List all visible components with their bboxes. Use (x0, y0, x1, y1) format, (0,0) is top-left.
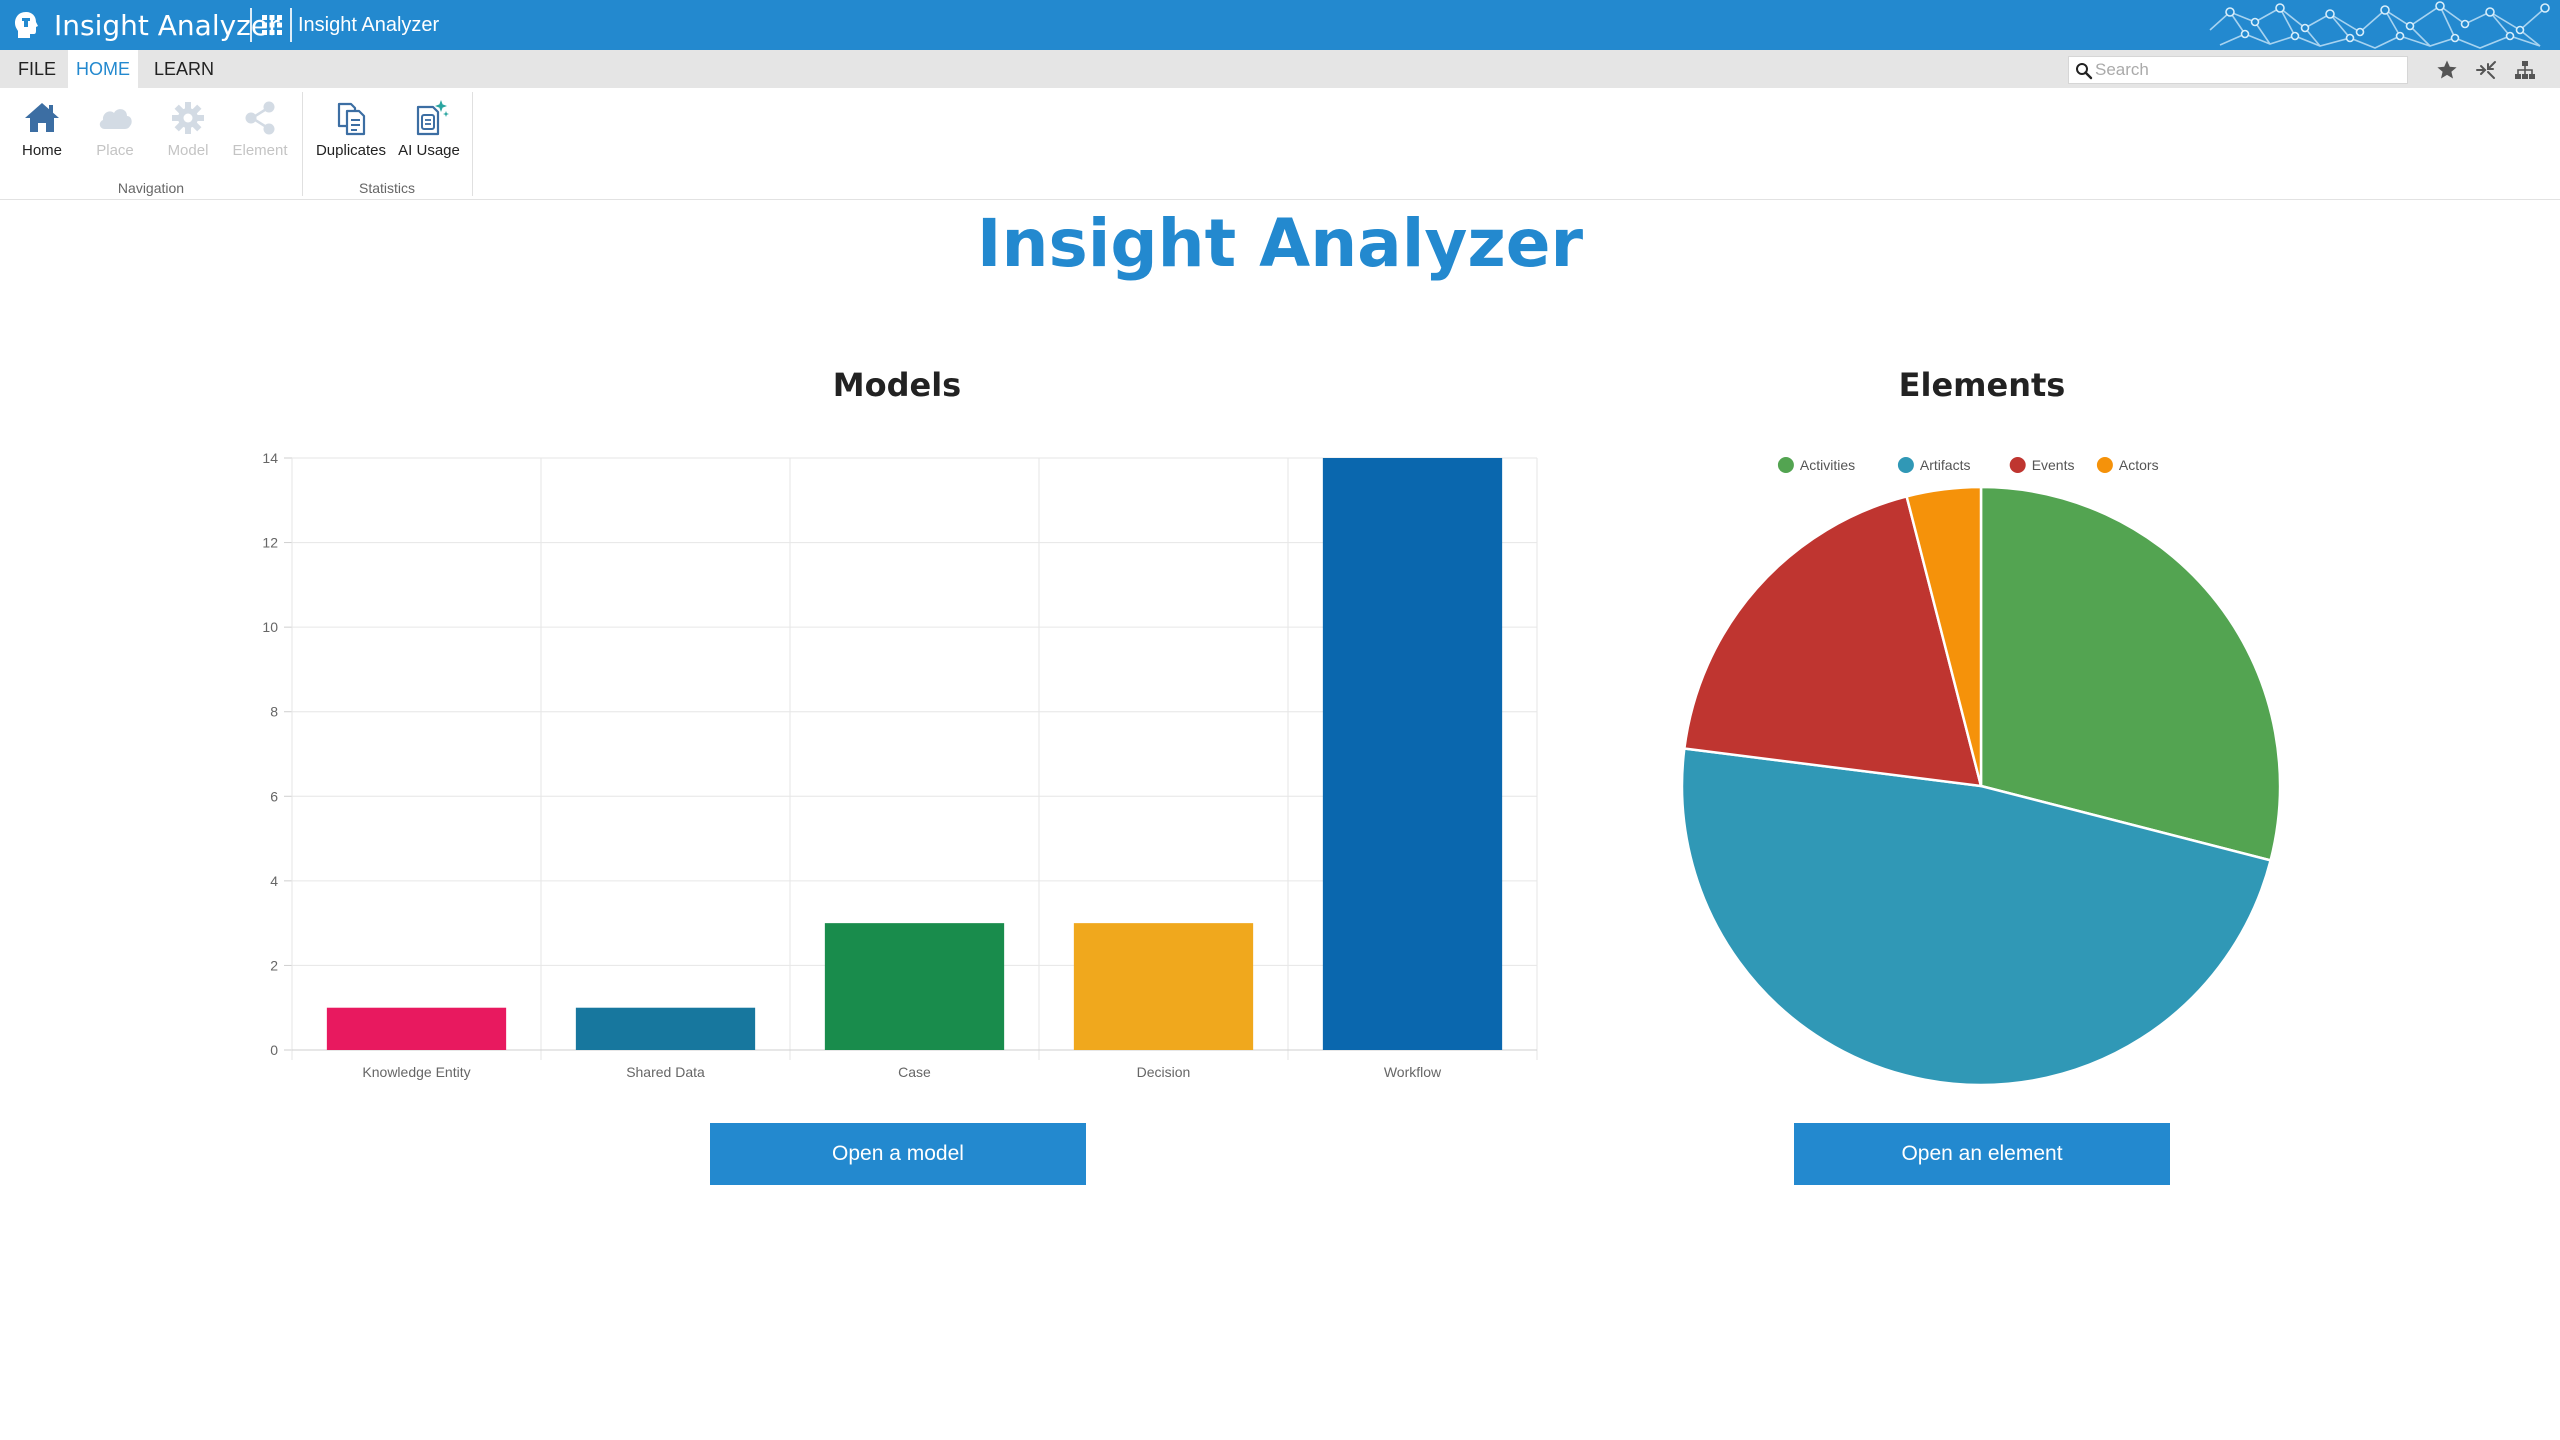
tab-learn[interactable]: LEARN (154, 59, 215, 79)
legend-swatch (2009, 457, 2026, 473)
y-tick-label: 14 (262, 450, 278, 466)
statistics-group-label: Statistics (358, 180, 415, 196)
y-tick-label: 0 (270, 1042, 278, 1058)
pie-slice-artifacts[interactable] (1680, 747, 2273, 1087)
legend-item-activities[interactable]: Activities (1777, 457, 1855, 473)
legend-swatch (2096, 457, 2113, 473)
ai-usage-button-label: AI Usage (398, 142, 460, 159)
app-launcher-grid-icon[interactable] (262, 15, 282, 35)
star-icon[interactable] (2436, 59, 2458, 81)
title-divider (250, 8, 252, 42)
open-model-button[interactable]: Open a model (710, 1123, 1086, 1185)
workspace-name[interactable]: Insight Analyzer (298, 14, 440, 36)
duplicate-files-icon (337, 102, 366, 136)
legend-swatch (1897, 457, 1914, 473)
model-button-label: Model (167, 142, 209, 159)
search-input[interactable] (2095, 59, 2395, 81)
legend-label: Events (2032, 457, 2075, 473)
legend-swatch (1777, 457, 1794, 473)
legend-label: Actors (2119, 457, 2159, 473)
y-tick-label: 6 (270, 788, 278, 804)
models-section-title: Models (832, 366, 962, 404)
ai-document-icon (416, 100, 449, 136)
home-button-label: Home (21, 142, 62, 159)
cloud-icon (99, 109, 132, 129)
ribbon-group-divider (302, 92, 303, 196)
x-tick-label: Case (898, 1064, 931, 1080)
elements-pie-chart: Activities Artifacts Events Actors (1680, 457, 2282, 1087)
legend-item-artifacts[interactable]: Artifacts (1897, 457, 1971, 473)
model-button[interactable]: Model (152, 94, 224, 164)
place-button[interactable]: Place (79, 94, 151, 164)
legend-label: Artifacts (1920, 457, 1971, 473)
bar-decision[interactable] (1073, 923, 1254, 1050)
x-tick-label: Decision (1137, 1064, 1191, 1080)
element-button-label: Element (232, 142, 288, 159)
open-element-button[interactable]: Open an element (1794, 1123, 2170, 1185)
tab-file[interactable]: FILE (18, 59, 57, 79)
y-tick-label: 10 (262, 619, 278, 635)
y-tick-label: 2 (270, 957, 278, 973)
search-box (2068, 56, 2408, 84)
x-tick-label: Shared Data (626, 1064, 705, 1080)
search-icon[interactable] (2075, 62, 2093, 80)
navigation-group-label: Navigation (117, 180, 185, 196)
pie-slice-activities[interactable] (1979, 485, 2282, 862)
legend-label: Activities (1800, 457, 1855, 473)
element-button[interactable]: Element (224, 94, 296, 164)
title-divider (290, 8, 292, 42)
app-name: Insight Analyzer (54, 9, 280, 42)
ribbon-group-divider (472, 92, 473, 196)
bar-workflow[interactable] (1322, 458, 1503, 1050)
legend-item-actors[interactable]: Actors (2096, 457, 2159, 473)
duplicates-button[interactable]: Duplicates (315, 94, 387, 164)
home-icon (25, 103, 59, 132)
x-tick-label: Workflow (1384, 1064, 1442, 1080)
title-bar: Insight Analyzer Insight Analyzer (0, 0, 2560, 50)
network-decoration-icon (2209, 1, 2550, 49)
ai-usage-button[interactable]: AI Usage (393, 94, 465, 164)
elements-section-title: Elements (1898, 366, 2066, 404)
hierarchy-icon[interactable] (2514, 59, 2536, 81)
y-tick-label: 4 (270, 873, 278, 889)
page-title: Insight Analyzer (976, 205, 1584, 282)
models-bar-chart: 0 2 4 6 8 10 12 14 Knowledge Entity Shared Data Ca… (262, 450, 1538, 1080)
bar-shared-data[interactable] (575, 1007, 756, 1050)
app-logo-icon[interactable] (12, 10, 40, 40)
tab-home[interactable]: HOME (68, 50, 138, 88)
pie-slice-events[interactable] (1682, 494, 1983, 788)
bar-knowledge-entity[interactable] (326, 1007, 507, 1050)
x-tick-label: Knowledge Entity (362, 1064, 470, 1080)
menu-bar: FILE HOME LEARN (0, 50, 2560, 88)
pie-slice-actors[interactable] (1905, 485, 1983, 787)
legend-item-events[interactable]: Events (2009, 457, 2075, 473)
ribbon-toolbar: Home Place Model Element Navig (0, 88, 2560, 200)
home-button[interactable]: Home (6, 94, 78, 164)
duplicates-button-label: Duplicates (315, 142, 387, 159)
collapse-arrows-icon[interactable] (2475, 59, 2497, 81)
y-tick-label: 12 (262, 535, 278, 551)
place-button-label: Place (96, 142, 134, 159)
y-tick-label: 8 (270, 704, 278, 720)
bar-case[interactable] (824, 923, 1005, 1050)
gear-icon (172, 102, 204, 134)
share-icon (245, 101, 275, 135)
